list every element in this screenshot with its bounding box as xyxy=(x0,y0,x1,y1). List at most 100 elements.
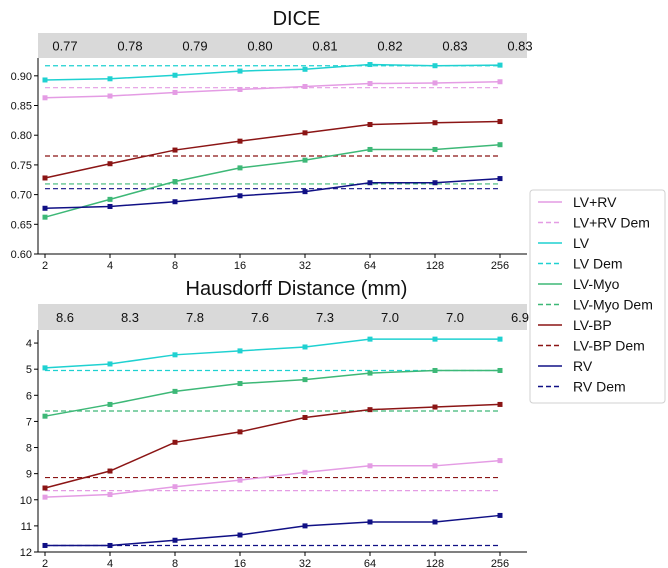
hausdorff-y-tick-label: 4 xyxy=(26,338,32,350)
hausdorff-x-tick-label: 2 xyxy=(42,558,48,568)
hausdorff-x-tick-label: 8 xyxy=(172,558,178,568)
hausdorff-data-point xyxy=(172,537,178,543)
dice-series-line xyxy=(44,120,501,179)
legend-label: RV xyxy=(573,358,593,374)
dice-data-point xyxy=(107,203,113,209)
hausdorff-data-point xyxy=(42,485,48,491)
dice-data-point xyxy=(42,205,48,211)
hausdorff-data-point xyxy=(432,463,438,469)
dice-x-tick-label: 256 xyxy=(491,260,509,272)
dice-x-tick-label: 2 xyxy=(42,260,48,272)
dice-top-label: 0.82 xyxy=(377,39,402,54)
dice-data-point xyxy=(432,180,438,186)
hausdorff-data-point xyxy=(172,352,178,358)
dice-data-point xyxy=(107,161,113,167)
dice-data-point xyxy=(172,72,178,78)
hausdorff-y-tick-label: 9 xyxy=(26,469,32,481)
hausdorff-series-line xyxy=(44,338,500,369)
hausdorff-data-point xyxy=(172,439,178,445)
dice-data-point xyxy=(302,66,308,72)
dice-top-label: 0.83 xyxy=(442,39,467,54)
dice-data-point xyxy=(367,122,373,128)
hausdorff-x-tick-label: 128 xyxy=(426,558,444,568)
hausdorff-data-point xyxy=(497,367,503,373)
dice-data-point xyxy=(367,62,373,68)
dice-data-point xyxy=(302,84,308,90)
dice-series-line xyxy=(44,177,501,210)
dice-y-tick-label: 0.70 xyxy=(11,190,32,202)
dice-y-tick-label: 0.65 xyxy=(11,219,32,231)
dice-y-tick-label: 0.85 xyxy=(11,101,32,113)
dice-data-point xyxy=(42,175,48,181)
dice-data-point xyxy=(367,146,373,152)
hausdorff-y-tick-label: 8 xyxy=(26,443,32,455)
hausdorff-data-point xyxy=(302,523,308,529)
hausdorff-top-label: 8.6 xyxy=(56,310,74,325)
legend-label: LV-BP xyxy=(573,317,612,333)
hausdorff-top-label: 6.9 xyxy=(511,310,529,325)
hausdorff-data-point xyxy=(237,381,243,387)
dice-x-tick-label: 64 xyxy=(364,260,376,272)
hausdorff-data-point xyxy=(237,532,243,538)
dice-top-band xyxy=(38,33,527,58)
dice-y-tick-label: 0.80 xyxy=(11,130,32,142)
dice-top-label: 0.79 xyxy=(182,39,207,54)
hausdorff-top-label: 8.3 xyxy=(121,310,139,325)
hausdorff-y-tick-label: 6 xyxy=(26,390,32,402)
hausdorff-data-point xyxy=(107,361,113,367)
hausdorff-data-point xyxy=(432,367,438,373)
dice-top-label: 0.80 xyxy=(247,39,272,54)
hausdorff-data-point xyxy=(42,365,48,371)
hausdorff-data-point xyxy=(107,492,113,498)
hausdorff-x-tick-label: 64 xyxy=(364,558,376,568)
dice-data-point xyxy=(497,119,503,125)
hausdorff-y-tick-label: 10 xyxy=(20,495,32,507)
dice-data-point xyxy=(432,120,438,126)
legend-label: LV-Myo Dem xyxy=(573,297,653,313)
dice-data-point xyxy=(237,68,243,74)
dice-data-point xyxy=(302,157,308,163)
dice-data-point xyxy=(172,89,178,95)
dice-x-tick-label: 8 xyxy=(172,260,178,272)
hausdorff-data-point xyxy=(497,458,503,464)
hausdorff-top-label: 7.8 xyxy=(186,310,204,325)
dice-data-point xyxy=(497,176,503,182)
dice-series-line xyxy=(44,143,501,218)
dice-data-point xyxy=(302,189,308,195)
dice-x-tick-label: 32 xyxy=(299,260,311,272)
dice-data-point xyxy=(172,147,178,153)
dice-x-tick-label: 128 xyxy=(426,260,444,272)
dice-x-tick-label: 16 xyxy=(234,260,246,272)
hausdorff-data-point xyxy=(302,414,308,420)
hausdorff-data-point xyxy=(302,377,308,383)
dice-x-tick-label: 4 xyxy=(107,260,113,272)
dice-data-point xyxy=(432,63,438,69)
hausdorff-data-point xyxy=(432,336,438,342)
hausdorff-series-line xyxy=(45,514,501,547)
hausdorff-y-tick-label: 7 xyxy=(26,416,32,428)
dice-data-point xyxy=(367,180,373,186)
hausdorff-title: Hausdorff Distance (mm) xyxy=(186,278,408,300)
dice-data-point xyxy=(497,79,503,85)
hausdorff-x-tick-label: 16 xyxy=(234,558,246,568)
hausdorff-x-tick-label: 256 xyxy=(491,558,509,568)
dice-y-tick-label: 0.75 xyxy=(11,160,32,172)
hausdorff-top-label: 7.0 xyxy=(446,310,464,325)
hausdorff-data-point xyxy=(367,336,373,342)
dice-data-point xyxy=(107,76,113,82)
dice-data-point xyxy=(237,86,243,92)
hausdorff-data-point xyxy=(107,542,113,548)
legend-label: LV-Myo xyxy=(573,276,620,292)
hausdorff-data-point xyxy=(367,407,373,413)
hausdorff-top-label: 7.3 xyxy=(316,310,334,325)
dice-data-point xyxy=(42,95,48,101)
hausdorff-data-point xyxy=(42,542,48,548)
hausdorff-y-tick-label: 11 xyxy=(21,521,32,533)
hausdorff-data-point xyxy=(497,401,503,407)
legend-label: LV+RV Dem xyxy=(573,215,650,231)
hausdorff-data-point xyxy=(432,519,438,525)
dice-series-line xyxy=(44,63,501,81)
dice-data-point xyxy=(107,196,113,202)
hausdorff-data-point xyxy=(302,469,308,475)
hausdorff-series-line xyxy=(44,459,501,498)
